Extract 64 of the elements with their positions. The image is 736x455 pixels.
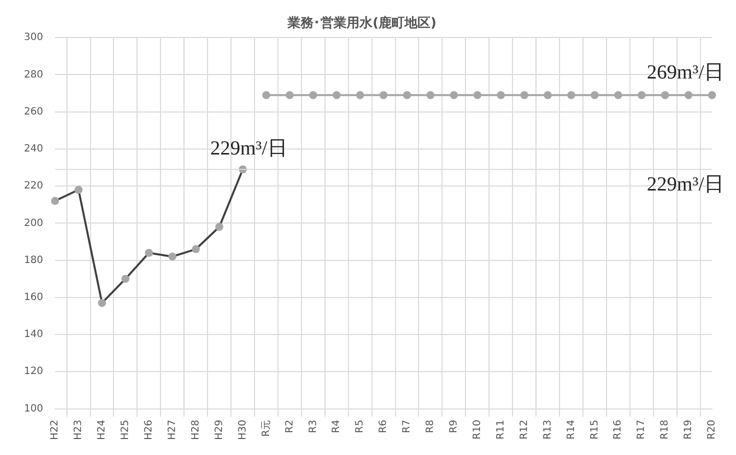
point [567, 91, 576, 100]
point [380, 91, 388, 100]
x-tick-label: R2 [284, 420, 296, 434]
point [356, 91, 364, 100]
x-tick-label: R18 [660, 420, 671, 440]
point [403, 91, 412, 100]
x-tick-label: R6 [378, 420, 390, 434]
x-tick-label: R13 [542, 420, 554, 440]
y-tick-label: 160 [24, 292, 44, 304]
point [638, 91, 646, 100]
y-tick-label: 200 [24, 218, 44, 229]
point [661, 91, 670, 100]
x-tick-label: R9 [448, 420, 460, 434]
x-tick-label: R11 [495, 420, 506, 440]
point [708, 91, 716, 100]
x-tick-label: H24 [96, 420, 108, 440]
point [309, 91, 318, 100]
y-tick-label: 240 [24, 144, 44, 155]
annotation: 229m³/日 [210, 138, 288, 160]
x-tick-label: R12 [518, 420, 530, 440]
point [590, 91, 599, 100]
y-tick-label: 300 [24, 32, 44, 44]
x-tick-label: H22 [50, 420, 61, 440]
x-tick-label: R8 [425, 420, 436, 434]
point [614, 91, 622, 100]
x-tick-label: H29 [214, 420, 225, 440]
x-tick-label: H25 [120, 420, 132, 440]
point [520, 91, 528, 100]
point [496, 91, 505, 100]
x-tick-label: R5 [354, 420, 366, 434]
y-tick-label: 220 [24, 180, 44, 192]
y-tick-label: 120 [24, 366, 44, 378]
x-tick-label: R10 [472, 420, 483, 440]
annotation: 269m³/日 [646, 61, 724, 84]
x-tick-label: R20 [706, 420, 718, 440]
y-tick-label: 180 [24, 254, 44, 266]
x-tick-label: R16 [612, 420, 624, 440]
x-tick-label: R3 [308, 420, 319, 434]
point [262, 91, 270, 100]
x-tick-label: R14 [566, 420, 577, 440]
point [684, 91, 693, 100]
point [332, 91, 341, 100]
point [450, 91, 458, 100]
x-tick-label: R元 [260, 420, 272, 437]
x-tick-label: H26 [144, 420, 155, 440]
x-tick-label: H27 [166, 420, 178, 440]
point [473, 91, 482, 100]
ref-line-label: 229m³/日 [646, 174, 724, 196]
y-tick-label: 100 [24, 403, 44, 414]
y-tick-label: 260 [24, 106, 44, 118]
x-tick-label: R7 [402, 420, 413, 434]
x-tick-label: R4 [331, 420, 342, 434]
x-tick-label: H23 [73, 420, 84, 440]
y-tick-label: 140 [24, 329, 44, 340]
y-tick-label: 280 [24, 69, 44, 80]
x-tick-label: H28 [190, 420, 202, 440]
point [426, 91, 434, 100]
x-tick-label: R15 [589, 420, 600, 440]
x-tick-label: R19 [683, 420, 694, 440]
x-tick-label: H30 [237, 420, 248, 440]
point [544, 91, 552, 100]
point [286, 91, 294, 100]
x-tick-label: R17 [636, 420, 648, 440]
chart-title: 業務･営業用水(鹿町地区) [286, 15, 436, 32]
